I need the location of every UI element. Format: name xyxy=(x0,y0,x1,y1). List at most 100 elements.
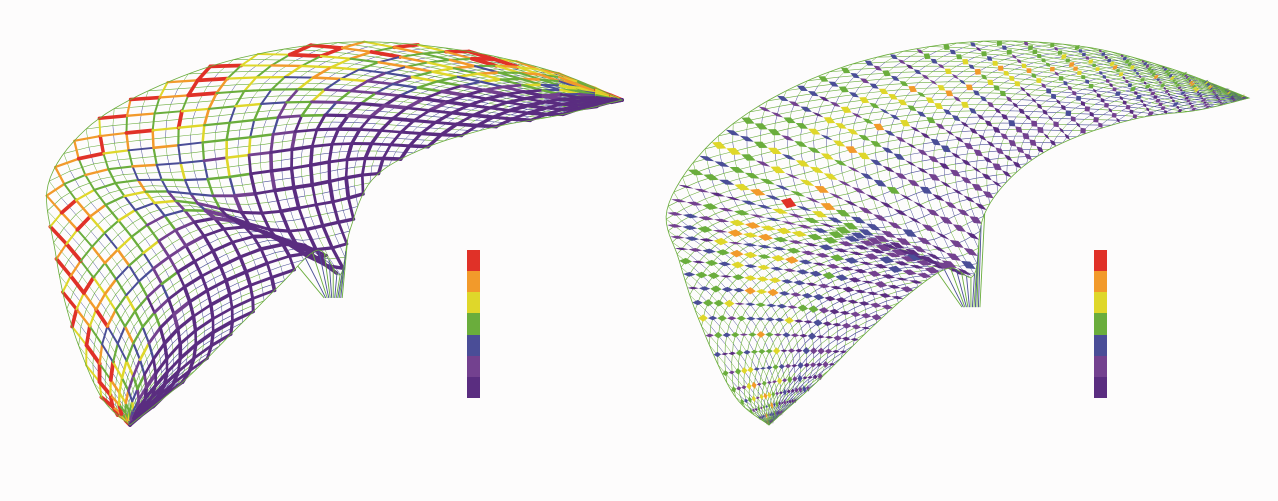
force-lozenge xyxy=(1130,87,1136,91)
force-member xyxy=(124,196,135,210)
force-lozenge xyxy=(716,249,730,255)
force-lozenge xyxy=(796,160,810,167)
force-lozenge xyxy=(1088,60,1093,64)
force-member xyxy=(203,140,227,143)
force-lozenge xyxy=(1085,106,1090,111)
force-lozenge xyxy=(829,82,839,87)
force-lozenge xyxy=(1109,83,1112,87)
force-member xyxy=(393,119,414,121)
force-lozenge xyxy=(714,300,725,307)
force-lozenge xyxy=(945,130,955,137)
force-member xyxy=(87,326,90,345)
force-member xyxy=(351,52,372,59)
force-lozenge xyxy=(917,273,932,278)
force-lozenge xyxy=(679,258,692,265)
force-member xyxy=(235,104,261,106)
force-member xyxy=(128,391,132,402)
force-lozenge xyxy=(760,367,766,369)
force-lozenge xyxy=(792,231,808,237)
force-member xyxy=(213,251,220,266)
legend-swatch xyxy=(467,335,480,356)
force-lozenge xyxy=(1134,91,1138,95)
force-lozenge xyxy=(1130,65,1135,69)
force-member xyxy=(90,216,104,233)
force-member xyxy=(169,246,186,257)
force-member xyxy=(96,310,107,327)
force-lozenge xyxy=(1063,81,1067,86)
force-lozenge xyxy=(807,234,823,241)
force-member xyxy=(272,278,275,291)
force-lozenge xyxy=(729,352,736,356)
force-lozenge xyxy=(754,142,768,148)
force-member xyxy=(447,102,469,105)
force-lozenge xyxy=(1123,76,1126,80)
force-lozenge xyxy=(920,187,932,194)
force-lozenge xyxy=(818,76,828,82)
force-lozenge xyxy=(1082,53,1086,57)
force-member xyxy=(96,294,105,310)
force-lozenge xyxy=(675,248,689,251)
force-member xyxy=(253,299,254,312)
force-lozenge xyxy=(1170,96,1173,99)
force-member xyxy=(220,266,226,280)
force-lozenge xyxy=(775,318,785,322)
force-lozenge xyxy=(858,153,870,160)
force-lozenge xyxy=(983,191,994,198)
force-lozenge xyxy=(1099,71,1102,75)
force-lozenge xyxy=(1085,79,1089,84)
force-member xyxy=(254,117,278,120)
force-lozenge xyxy=(757,254,771,259)
force-member xyxy=(62,200,76,213)
left-shell-panel xyxy=(0,0,639,496)
force-lozenge xyxy=(1036,78,1041,83)
force-member xyxy=(207,281,226,291)
force-member xyxy=(294,188,299,208)
force-member xyxy=(154,145,179,148)
force-lozenge xyxy=(804,320,814,323)
force-member xyxy=(55,159,78,167)
force-member xyxy=(179,125,205,128)
force-lozenge xyxy=(777,96,789,101)
force-lozenge xyxy=(950,240,964,248)
force-member xyxy=(84,293,96,310)
force-member xyxy=(169,257,178,272)
force-member xyxy=(153,359,155,373)
force-lozenge xyxy=(884,130,895,136)
force-lozenge xyxy=(692,261,705,264)
right-shell-diagram xyxy=(639,0,1278,496)
force-lozenge xyxy=(932,194,944,201)
force-lozenge xyxy=(1051,94,1056,99)
force-member xyxy=(116,266,129,280)
force-member xyxy=(361,104,384,106)
force-lozenge xyxy=(780,349,788,352)
force-member xyxy=(159,230,176,241)
force-lozenge xyxy=(757,331,766,338)
force-lozenge xyxy=(1146,65,1149,68)
force-member xyxy=(407,108,430,111)
force-lozenge xyxy=(687,287,699,290)
force-member xyxy=(346,160,347,178)
force-lozenge xyxy=(1093,117,1099,123)
funnel-member xyxy=(298,266,324,298)
force-lozenge xyxy=(1178,109,1182,112)
force-member xyxy=(185,210,195,222)
force-member xyxy=(271,65,301,66)
force-lozenge xyxy=(789,101,801,106)
force-member xyxy=(418,45,446,52)
force-member xyxy=(376,93,400,96)
force-member xyxy=(442,91,465,95)
force-lozenge xyxy=(868,271,882,277)
force-lozenge xyxy=(1150,92,1155,96)
force-member xyxy=(207,290,211,304)
force-lozenge xyxy=(1022,64,1027,69)
force-lozenge xyxy=(852,113,863,119)
force-lozenge xyxy=(936,123,946,129)
force-lozenge xyxy=(946,253,961,261)
force-member xyxy=(195,261,202,276)
force-lozenge xyxy=(768,148,782,154)
force-member xyxy=(178,145,180,163)
force-member xyxy=(227,137,251,140)
force-lozenge xyxy=(822,272,835,280)
force-lozenge xyxy=(894,209,908,217)
force-lozenge xyxy=(1037,54,1041,58)
